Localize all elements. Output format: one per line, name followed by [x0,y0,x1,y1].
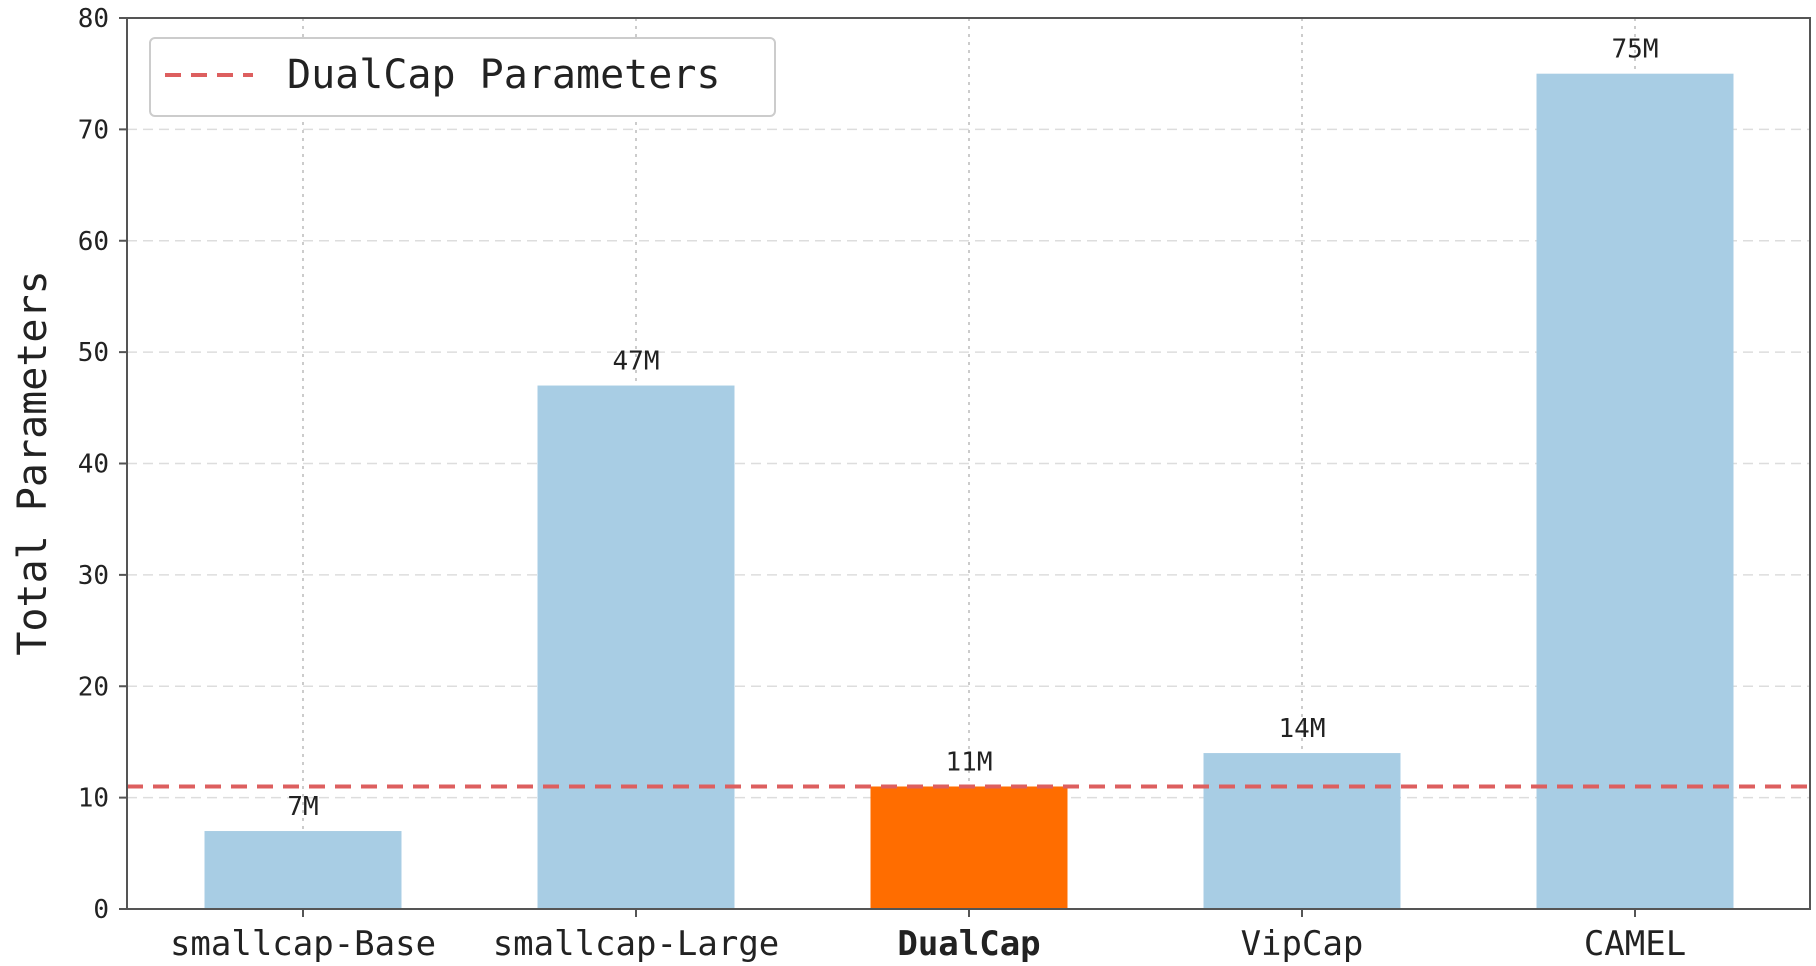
x-axis-ticks: smallcap-Base smallcap-Large DualCap VipCap… [170,909,1686,964]
y-tick-label: 70 [78,115,109,145]
y-tick-label: 80 [78,4,109,34]
bar-vipcap [1203,753,1401,909]
bar-smallcap-large [537,385,735,910]
x-tick-label: VipCap [1241,924,1364,964]
value-label: 75M [1612,35,1659,65]
y-tick-label: 50 [78,338,109,368]
y-axis-ticks: 0 10 20 30 40 50 60 70 80 [78,4,127,925]
y-tick-label: 10 [78,784,109,814]
y-tick-label: 60 [78,227,109,257]
legend-box [149,37,776,117]
value-labels: 7M 47M 11M 14M 75M [287,35,1658,822]
legend: DualCap Parameters [149,37,776,117]
bar-camel [1536,73,1734,909]
x-tick-label: smallcap-Large [493,924,780,964]
value-label: 11M [946,747,993,777]
x-tick-label: CAMEL [1584,924,1686,964]
y-tick-label: 20 [78,672,109,702]
x-tick-label: smallcap-Base [170,924,436,964]
value-label: 47M [613,347,660,377]
y-tick-label: 0 [93,895,109,925]
value-label: 7M [287,792,318,822]
y-axis-title: Total Parameters [10,270,56,655]
y-tick-label: 30 [78,561,109,591]
legend-label: DualCap Parameters [287,52,720,98]
grid-lines [127,18,1810,909]
y-tick-label: 40 [78,450,109,480]
x-tick-label: DualCap [897,924,1040,964]
bar-dualcap [870,786,1068,909]
value-label: 14M [1279,714,1326,744]
bars [204,73,1734,910]
bar-smallcap-base [204,831,402,909]
